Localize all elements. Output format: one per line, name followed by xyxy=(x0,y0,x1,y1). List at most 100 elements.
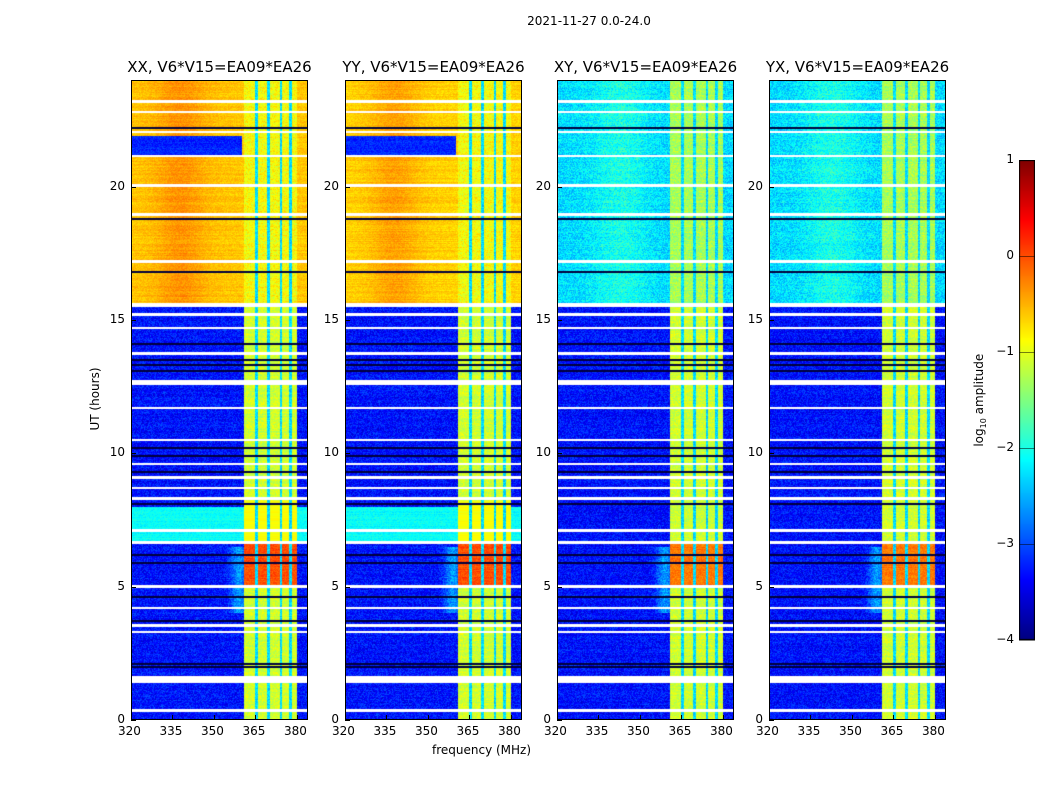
panel-title: YY, V6*V15=EA09*EA26 xyxy=(342,58,525,76)
x-tick-label: 320 xyxy=(756,724,779,738)
colorbar-tick-label: −2 xyxy=(996,440,1014,454)
y-tick-label: 15 xyxy=(747,312,763,326)
y-tick-label: 15 xyxy=(109,312,125,326)
y-tick-mark xyxy=(345,186,350,188)
y-tick-mark xyxy=(131,453,136,455)
colorbar-tick-label: −1 xyxy=(996,344,1014,358)
y-tick-label: 20 xyxy=(109,178,125,193)
x-tick-label: 365 xyxy=(242,724,266,738)
colorbar-label: log10 amplitude xyxy=(971,353,989,447)
x-tick-label: 365 xyxy=(456,724,480,738)
y-tick-mark xyxy=(345,320,350,321)
x-tick-mark xyxy=(810,715,812,720)
y-tick-mark xyxy=(131,320,136,321)
panel-xy: XY, V6*V15=EA09*EA26 320 335 350 365 380 0 5 10 1… xyxy=(536,58,737,738)
y-tick-label: 15 xyxy=(535,312,551,326)
x-tick-label: 350 xyxy=(838,724,862,738)
y-tick-label: 20 xyxy=(535,178,551,193)
colorbar-tick-label: 1 xyxy=(1006,152,1014,166)
x-tick-label: 350 xyxy=(626,724,650,738)
x-tick-mark xyxy=(345,715,346,720)
colorbar xyxy=(1019,160,1035,640)
panel-title: XX, V6*V15=EA09*EA26 xyxy=(127,58,312,76)
figure-title: 2021-11-27 0.0-24.0 xyxy=(527,14,651,28)
y-tick-label: 5 xyxy=(331,578,339,593)
colorbar-tick-mark xyxy=(1019,256,1035,257)
panel-yy: YY, V6*V15=EA09*EA26 320 335 350 365 380 0 5 10 1… xyxy=(324,58,525,738)
y-tick-mark xyxy=(557,186,562,188)
y-tick-label: 0 xyxy=(755,712,763,726)
y-tick-label: 20 xyxy=(747,178,763,193)
x-tick-mark xyxy=(557,715,558,720)
y-tick-label: 10 xyxy=(747,445,763,460)
x-tick-label: 335 xyxy=(373,724,397,738)
x-tick-mark xyxy=(427,715,429,720)
y-tick-label: 0 xyxy=(331,712,339,726)
x-tick-label: 380 xyxy=(497,724,521,738)
colorbar-tick-label: 0 xyxy=(1006,248,1014,262)
y-tick-mark xyxy=(769,586,774,588)
colorbar-tick-mark xyxy=(1019,544,1035,545)
x-tick-mark xyxy=(172,715,174,720)
x-tick-mark xyxy=(131,715,132,720)
x-tick-mark xyxy=(722,715,724,720)
waterfall-heatmap xyxy=(131,80,308,720)
y-tick-label: 0 xyxy=(117,712,125,726)
x-tick-label: 335 xyxy=(585,724,609,738)
y-tick-mark xyxy=(131,586,136,588)
y-tick-mark xyxy=(557,453,562,455)
colorbar-tick-mark xyxy=(1019,640,1035,641)
x-tick-label: 320 xyxy=(332,724,355,738)
x-tick-label: 380 xyxy=(709,724,733,738)
colorbar-tick-label: −3 xyxy=(996,536,1014,550)
y-tick-mark xyxy=(769,720,774,721)
y-tick-mark xyxy=(345,586,350,588)
panel-xx: XX, V6*V15=EA09*EA26 320 335 350 365 380 0 5 10 1… xyxy=(110,58,312,738)
colorbar-tick-mark xyxy=(1019,448,1035,449)
y-tick-mark xyxy=(131,186,136,188)
y-tick-label: 15 xyxy=(323,312,339,326)
x-tick-mark xyxy=(598,715,600,720)
x-tick-label: 380 xyxy=(921,724,945,738)
x-tick-label: 350 xyxy=(414,724,438,738)
x-tick-label: 335 xyxy=(797,724,821,738)
y-tick-label: 0 xyxy=(543,712,551,726)
x-tick-label: 335 xyxy=(159,724,183,738)
x-tick-label: 365 xyxy=(668,724,692,738)
y-tick-label: 10 xyxy=(535,445,551,460)
waterfall-heatmap xyxy=(769,80,946,720)
panel-title: XY, V6*V15=EA09*EA26 xyxy=(553,58,738,76)
x-tick-mark xyxy=(386,715,388,720)
panel-yx: YX, V6*V15=EA09*EA26 320 335 350 365 380 0 5 10 1… xyxy=(748,58,949,738)
x-tick-mark xyxy=(255,715,257,720)
y-axis-label: UT (hours) xyxy=(88,367,102,431)
x-tick-mark xyxy=(469,715,471,720)
x-tick-mark xyxy=(934,715,936,720)
x-tick-label: 320 xyxy=(118,724,141,738)
x-tick-mark xyxy=(681,715,683,720)
x-tick-mark xyxy=(893,715,895,720)
y-tick-mark xyxy=(345,453,350,455)
y-tick-label: 5 xyxy=(543,578,551,593)
x-tick-label: 365 xyxy=(880,724,904,738)
x-tick-mark xyxy=(851,715,853,720)
y-tick-mark xyxy=(769,320,774,321)
y-tick-mark xyxy=(769,453,774,455)
waterfall-heatmap xyxy=(557,80,734,720)
x-tick-label: 350 xyxy=(200,724,224,738)
colorbar-tick-mark xyxy=(1019,160,1035,161)
x-tick-mark xyxy=(213,715,215,720)
y-tick-label: 10 xyxy=(109,445,125,460)
y-tick-mark xyxy=(345,720,350,721)
x-axis-label: frequency (MHz) xyxy=(432,743,532,757)
x-tick-mark xyxy=(510,715,512,720)
y-tick-mark xyxy=(131,720,136,721)
panel-title: YX, V6*V15=EA09*EA26 xyxy=(765,58,950,76)
colorbar-tick-label: −4 xyxy=(996,632,1014,646)
x-tick-mark xyxy=(639,715,641,720)
x-tick-label: 380 xyxy=(283,724,307,738)
x-tick-mark xyxy=(769,715,770,720)
y-tick-mark xyxy=(557,720,562,721)
x-tick-label: 320 xyxy=(544,724,567,738)
